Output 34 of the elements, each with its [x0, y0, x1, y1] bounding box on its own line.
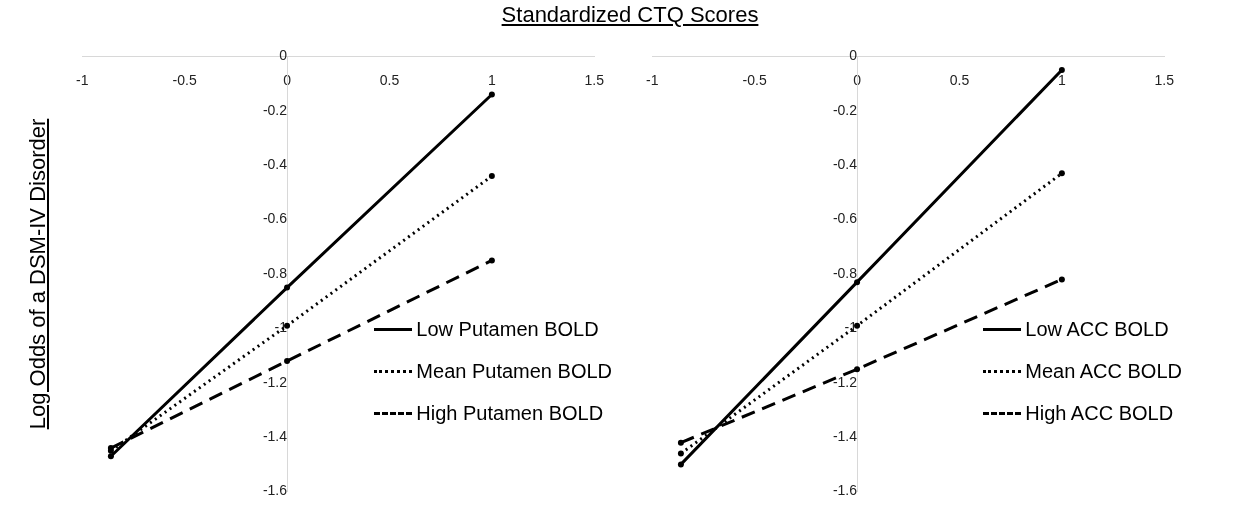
y-tick-label: -1.4: [832, 428, 858, 445]
y-tick-label: -0.6: [262, 210, 288, 227]
x-tick-label: 1: [1057, 71, 1066, 88]
y-tick-label: 0: [279, 47, 288, 64]
y-tick-label: -0.4: [262, 156, 288, 173]
x-tick-label: -1: [76, 71, 89, 88]
x-tick-label: 1.5: [584, 71, 605, 88]
x-tick-label: 1: [487, 71, 496, 88]
y-tick-label: -1.6: [832, 482, 858, 499]
x-tick-label: 1.5: [1154, 71, 1175, 88]
y-tick-label: -0.8: [832, 264, 858, 281]
legend-label: High ACC BOLD: [1025, 401, 1174, 425]
y-tick-label: -0.6: [832, 210, 858, 227]
x-tick-label: -0.5: [742, 71, 767, 88]
y-tick-label: -1.2: [262, 373, 288, 390]
legend-label: Mean Putamen BOLD: [416, 359, 612, 383]
x-tick-label: -0.5: [172, 71, 197, 88]
y-tick-label: -0.8: [262, 264, 288, 281]
legend-label: Low Putamen BOLD: [416, 317, 599, 341]
y-tick-label: -1.6: [262, 482, 288, 499]
y-tick-label: -1.2: [832, 373, 858, 390]
x-tick-label: 0.5: [379, 71, 400, 88]
y-tick-label: -0.2: [262, 101, 288, 118]
x-tick-label: -1: [646, 71, 659, 88]
y-tick-label: 0: [849, 47, 858, 64]
y-tick-label: -0.4: [832, 156, 858, 173]
x-axis-title: Standardized CTQ Scores: [500, 2, 760, 28]
x-tick-label: 0.5: [949, 71, 970, 88]
legend-label: Mean ACC BOLD: [1025, 359, 1182, 383]
y-tick-label: -0.2: [832, 101, 858, 118]
legend-label: High Putamen BOLD: [416, 401, 604, 425]
y-tick-label: -1.4: [262, 428, 288, 445]
y-axis-title: Log Odds of a DSM-IV Disorder: [25, 118, 51, 430]
legend-label: Low ACC BOLD: [1025, 317, 1169, 341]
